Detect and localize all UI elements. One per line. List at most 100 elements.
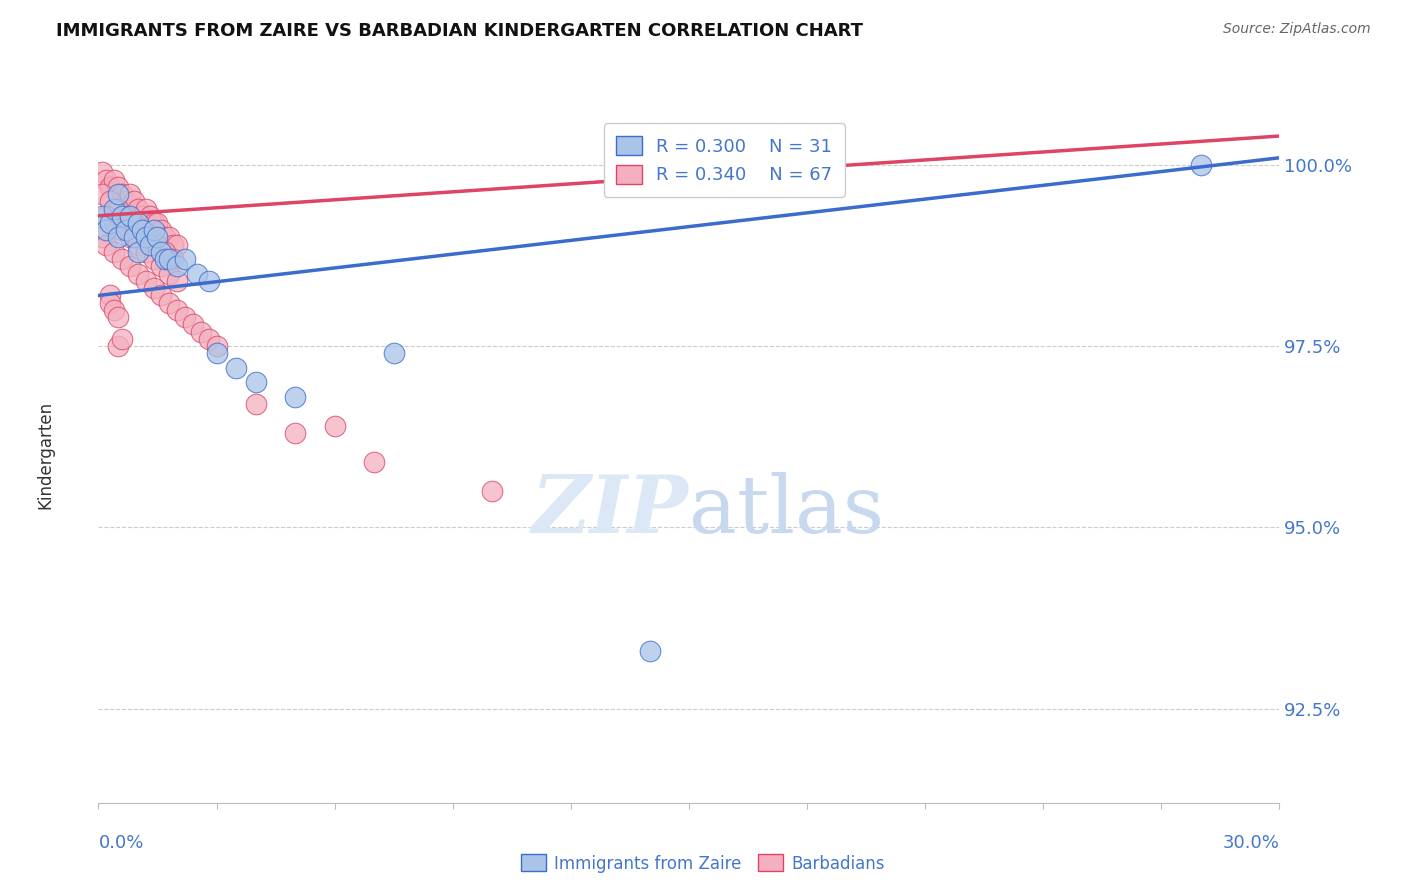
Point bbox=[127, 237, 149, 252]
Point bbox=[363, 455, 385, 469]
Point bbox=[1189, 158, 1212, 172]
Point bbox=[166, 260, 188, 274]
Point bbox=[481, 484, 503, 499]
Point bbox=[157, 295, 180, 310]
Point bbox=[103, 172, 125, 186]
Point bbox=[157, 230, 180, 244]
Point bbox=[91, 165, 114, 179]
Point bbox=[135, 230, 157, 244]
Point bbox=[122, 230, 145, 244]
Point bbox=[138, 230, 160, 244]
Point bbox=[135, 245, 157, 260]
Point bbox=[157, 252, 180, 267]
Point bbox=[107, 179, 129, 194]
Point bbox=[150, 223, 173, 237]
Point bbox=[135, 274, 157, 288]
Point bbox=[122, 194, 145, 209]
Point bbox=[107, 310, 129, 325]
Point bbox=[138, 237, 160, 252]
Point bbox=[96, 172, 118, 186]
Point bbox=[127, 216, 149, 230]
Point bbox=[162, 252, 184, 267]
Point bbox=[150, 245, 173, 260]
Text: IMMIGRANTS FROM ZAIRE VS BARBADIAN KINDERGARTEN CORRELATION CHART: IMMIGRANTS FROM ZAIRE VS BARBADIAN KINDE… bbox=[56, 22, 863, 40]
Text: Kindergarten: Kindergarten bbox=[37, 401, 55, 509]
Point bbox=[118, 230, 141, 244]
Point bbox=[91, 209, 114, 223]
Point bbox=[162, 237, 184, 252]
Point bbox=[166, 274, 188, 288]
Point bbox=[122, 216, 145, 230]
Point bbox=[284, 390, 307, 404]
Point bbox=[118, 209, 141, 223]
Point bbox=[142, 216, 165, 230]
Point bbox=[638, 643, 661, 657]
Point bbox=[245, 376, 267, 390]
Point bbox=[115, 194, 138, 209]
Point bbox=[103, 245, 125, 260]
Point bbox=[118, 260, 141, 274]
Point bbox=[127, 202, 149, 216]
Point bbox=[103, 216, 125, 230]
Point bbox=[98, 194, 121, 209]
Point bbox=[127, 267, 149, 281]
Point bbox=[111, 223, 134, 237]
Point bbox=[181, 318, 204, 332]
Point bbox=[107, 230, 129, 244]
Point bbox=[96, 209, 118, 223]
Point bbox=[150, 260, 173, 274]
Text: atlas: atlas bbox=[689, 472, 884, 549]
Point bbox=[131, 223, 153, 237]
Point bbox=[166, 303, 188, 318]
Point bbox=[91, 230, 114, 244]
Point bbox=[111, 187, 134, 202]
Point bbox=[98, 179, 121, 194]
Legend: Immigrants from Zaire, Barbadians: Immigrants from Zaire, Barbadians bbox=[515, 847, 891, 880]
Point bbox=[111, 332, 134, 346]
Point bbox=[174, 252, 197, 267]
Text: 0.0%: 0.0% bbox=[98, 834, 143, 852]
Point bbox=[98, 295, 121, 310]
Point bbox=[115, 223, 138, 237]
Point bbox=[107, 339, 129, 353]
Point bbox=[98, 216, 121, 230]
Point bbox=[91, 187, 114, 202]
Point bbox=[96, 223, 118, 237]
Point bbox=[107, 187, 129, 202]
Point bbox=[127, 245, 149, 260]
Point bbox=[142, 223, 165, 237]
Point bbox=[103, 303, 125, 318]
Point bbox=[135, 202, 157, 216]
Point bbox=[166, 237, 188, 252]
Point bbox=[115, 209, 138, 223]
Point bbox=[98, 288, 121, 302]
Point bbox=[205, 346, 228, 360]
Point bbox=[131, 223, 153, 237]
Point bbox=[138, 209, 160, 223]
Point bbox=[190, 325, 212, 339]
Point bbox=[146, 237, 169, 252]
Point bbox=[107, 202, 129, 216]
Point bbox=[323, 419, 346, 434]
Point bbox=[157, 267, 180, 281]
Text: 30.0%: 30.0% bbox=[1223, 834, 1279, 852]
Point bbox=[197, 274, 219, 288]
Point bbox=[284, 426, 307, 441]
Point bbox=[155, 230, 177, 244]
Point bbox=[103, 202, 125, 216]
Text: ZIP: ZIP bbox=[531, 472, 689, 549]
Point bbox=[131, 209, 153, 223]
Text: Source: ZipAtlas.com: Source: ZipAtlas.com bbox=[1223, 22, 1371, 37]
Point bbox=[197, 332, 219, 346]
Point bbox=[174, 310, 197, 325]
Legend: R = 0.300    N = 31, R = 0.340    N = 67: R = 0.300 N = 31, R = 0.340 N = 67 bbox=[603, 123, 845, 197]
Point bbox=[186, 267, 208, 281]
Point bbox=[205, 339, 228, 353]
Point bbox=[118, 187, 141, 202]
Point bbox=[155, 245, 177, 260]
Point bbox=[146, 230, 169, 244]
Point bbox=[111, 209, 134, 223]
Point bbox=[245, 397, 267, 411]
Point bbox=[382, 346, 405, 360]
Point bbox=[150, 288, 173, 302]
